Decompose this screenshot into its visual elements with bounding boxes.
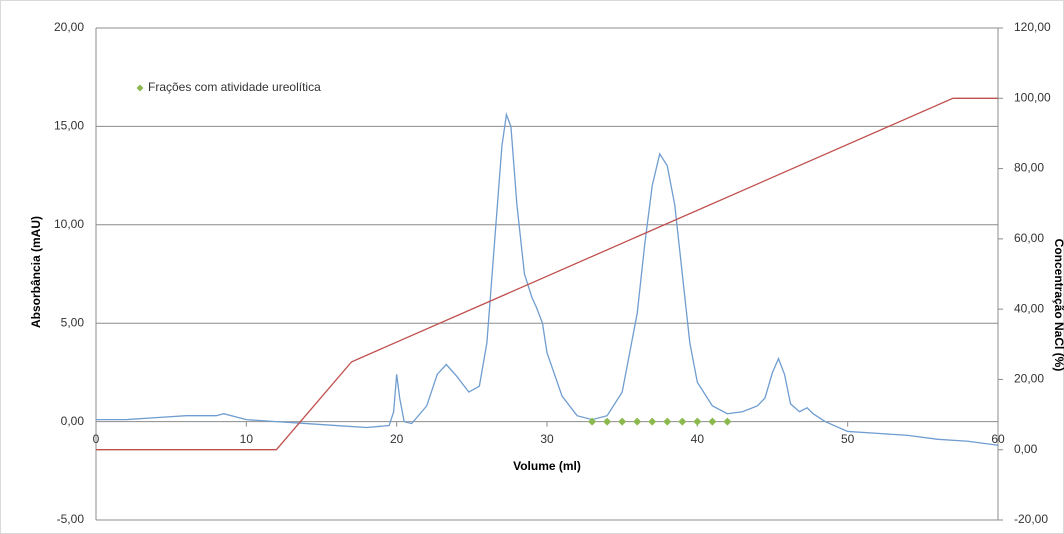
- fraction-marker: [723, 417, 732, 426]
- x-tick-label: 10: [240, 432, 254, 446]
- x-tick-label: 30: [540, 432, 554, 446]
- y-tick-label: 0,00: [61, 414, 85, 428]
- fraction-marker: [663, 417, 672, 426]
- legend-label: Frações com atividade ureolítica: [148, 80, 321, 94]
- y2-tick-label: 40,00: [1014, 301, 1044, 315]
- y2-tick-label: 20,00: [1014, 372, 1044, 386]
- data-line: [96, 112, 999, 446]
- data-line: [96, 97, 998, 451]
- y2-tick-label: 0,00: [1014, 442, 1038, 456]
- y-axis-label: Absorbância (mAU): [29, 216, 43, 328]
- fraction-marker: [708, 417, 717, 426]
- y-tick-label: 5,00: [61, 315, 85, 329]
- fraction-marker: [678, 417, 687, 426]
- y2-tick-label: -20,00: [1014, 512, 1048, 526]
- fraction-marker: [603, 417, 612, 426]
- y-tick-label: 10,00: [54, 217, 84, 231]
- y2-tick-label: 100,00: [1014, 90, 1051, 104]
- fraction-marker: [648, 417, 657, 426]
- x-axis-label: Volume (ml): [513, 459, 581, 473]
- legend-marker: [136, 84, 144, 92]
- x-tick-label: 20: [390, 432, 404, 446]
- fraction-marker: [633, 417, 642, 426]
- y2-tick-label: 80,00: [1014, 161, 1044, 175]
- y-tick-label: -5,00: [57, 512, 85, 526]
- x-tick-label: 40: [691, 432, 705, 446]
- x-tick-label: 0: [93, 432, 100, 446]
- y-tick-label: 15,00: [54, 119, 84, 133]
- fraction-marker: [588, 417, 597, 426]
- fraction-marker: [693, 417, 702, 426]
- fraction-marker: [618, 417, 627, 426]
- y2-tick-label: 60,00: [1014, 231, 1044, 245]
- y2-axis-label: Concentração NaCl (%): [1052, 239, 1064, 372]
- y2-tick-label: 120,00: [1014, 20, 1051, 34]
- x-tick-label: 60: [991, 432, 1005, 446]
- x-tick-label: 50: [841, 432, 855, 446]
- y-tick-label: 20,00: [54, 20, 84, 34]
